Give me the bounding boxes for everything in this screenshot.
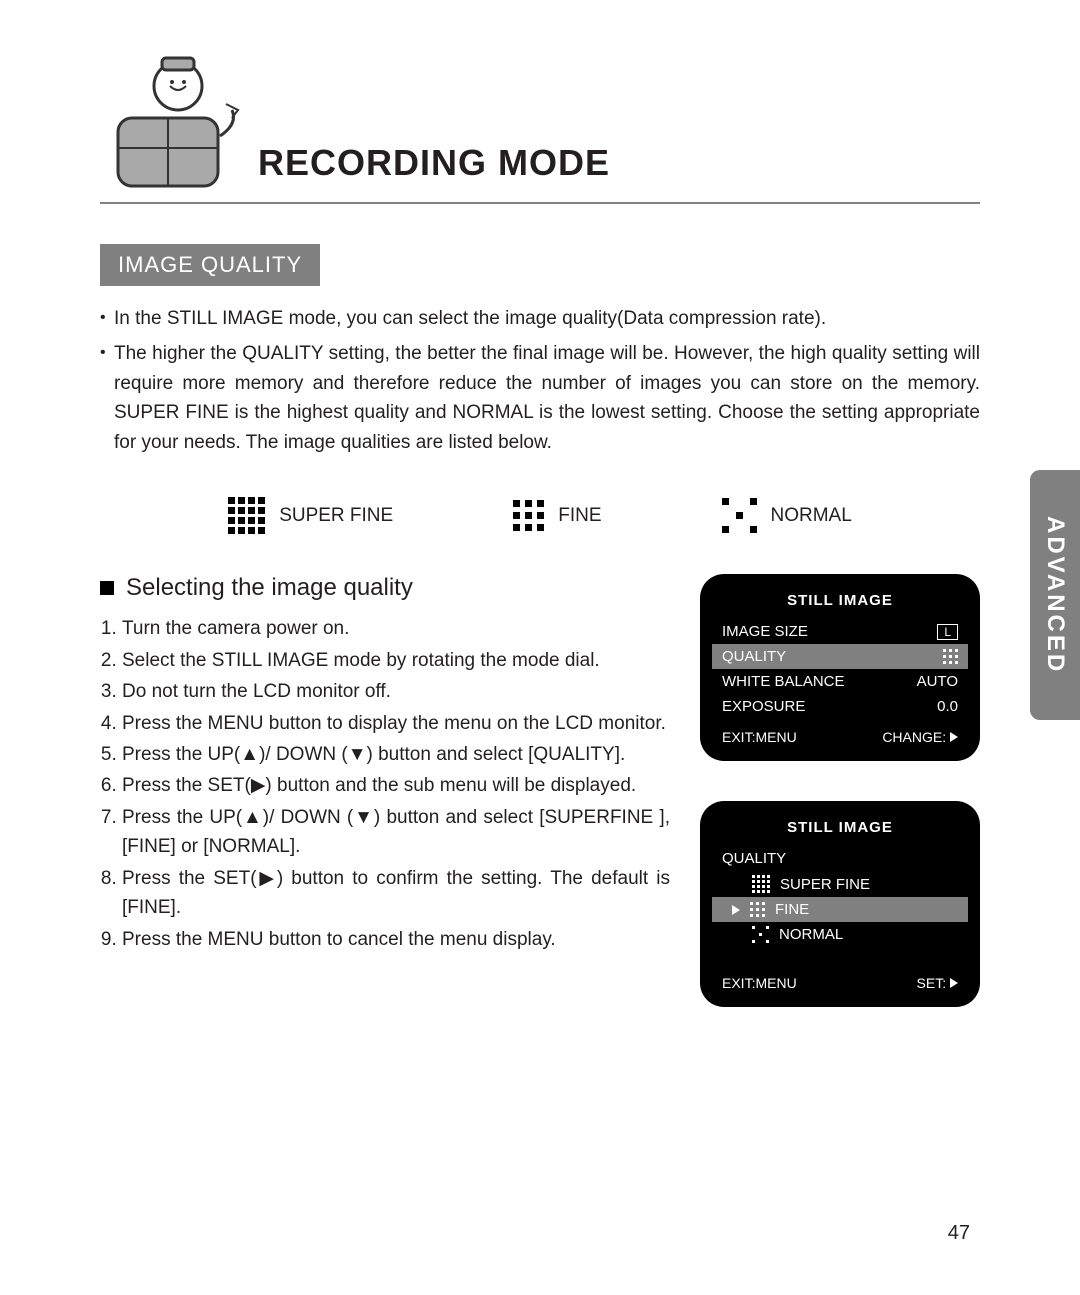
lcd-value-badge: L: [937, 624, 958, 640]
quality-option-superfine: SUPER FINE: [228, 497, 393, 534]
lcd-footer-right: CHANGE:: [882, 729, 958, 745]
mascot-icon: [100, 40, 250, 200]
quality-option-fine: FINE: [513, 497, 601, 534]
lcd-option-normal: NORMAL: [712, 922, 968, 947]
lcd-footer-left: EXIT:MENU: [722, 729, 797, 745]
right-arrow-icon: [950, 732, 958, 742]
superfine-icon: [752, 875, 770, 893]
lcd-option-label: NORMAL: [779, 926, 843, 943]
quality-option-normal: NORMAL: [722, 497, 852, 534]
fine-icon: [513, 500, 544, 531]
lcd-footer-right: SET:: [917, 975, 958, 991]
lcd-footer: EXIT:MENU SET:: [712, 965, 968, 993]
step-item: Press the UP(▲)/ DOWN (▼) button and sel…: [122, 740, 670, 769]
normal-icon: [722, 498, 757, 533]
lcd-row-image-size: IMAGE SIZE L: [712, 619, 968, 644]
lcd-title: STILL IMAGE: [712, 813, 968, 846]
quality-label: NORMAL: [771, 505, 852, 527]
intro-bullet-1: • In the STILL IMAGE mode, you can selec…: [100, 304, 980, 333]
lcd-screen-2: STILL IMAGE QUALITY SUPER FINE FINE: [700, 801, 980, 1007]
manual-page: RECORDING MODE IMAGE QUALITY • In the ST…: [0, 0, 1080, 1295]
page-title: RECORDING MODE: [258, 142, 610, 200]
lcd-value: AUTO: [917, 673, 958, 690]
page-number: 47: [948, 1222, 970, 1245]
steps-column: Selecting the image quality Turn the cam…: [100, 574, 670, 1007]
lcd-row-quality: QUALITY: [712, 644, 968, 669]
lcd-footer-left: EXIT:MENU: [722, 975, 797, 991]
intro-text-1: In the STILL IMAGE mode, you can select …: [114, 304, 980, 333]
quality-icons-row: SUPER FINE FINE NORMAL: [100, 497, 980, 534]
square-bullet-icon: [100, 581, 114, 595]
lcd-row-exposure: EXPOSURE 0.0: [712, 694, 968, 719]
lcd-sub-label: QUALITY: [712, 846, 968, 871]
fine-icon: [750, 902, 765, 917]
intro-text-2: The higher the QUALITY setting, the bett…: [114, 339, 980, 457]
side-tab: ADVANCED: [1030, 470, 1080, 720]
lcd-footer: EXIT:MENU CHANGE:: [712, 719, 968, 747]
selector-arrow-icon: [732, 905, 740, 915]
lcd-label: QUALITY: [722, 648, 786, 665]
right-arrow-icon: [950, 978, 958, 988]
step-item: Turn the camera power on.: [122, 614, 670, 643]
content-columns: Selecting the image quality Turn the cam…: [100, 574, 980, 1007]
step-item: Press the MENU button to display the men…: [122, 709, 670, 738]
step-item: Press the SET(▶) button to confirm the s…: [122, 864, 670, 923]
step-item: Press the UP(▲)/ DOWN (▼) button and sel…: [122, 803, 670, 862]
lcd-option-label: SUPER FINE: [780, 876, 870, 893]
lcd-label: IMAGE SIZE: [722, 623, 808, 640]
fine-icon: [943, 649, 958, 664]
quality-label: FINE: [558, 505, 601, 527]
steps-list: Turn the camera power on. Select the STI…: [100, 614, 670, 954]
bullet-dot-icon: •: [100, 304, 114, 333]
lcd-label: EXPOSURE: [722, 698, 805, 715]
intro-bullet-2: • The higher the QUALITY setting, the be…: [100, 339, 980, 457]
page-header: RECORDING MODE: [100, 40, 980, 204]
lcd-screens-column: STILL IMAGE IMAGE SIZE L QUALITY WHITE B…: [700, 574, 980, 1007]
subheading-text: Selecting the image quality: [126, 574, 413, 602]
normal-icon: [752, 926, 769, 943]
lcd-title: STILL IMAGE: [712, 586, 968, 619]
lcd-screen-1: STILL IMAGE IMAGE SIZE L QUALITY WHITE B…: [700, 574, 980, 761]
section-heading: IMAGE QUALITY: [100, 244, 320, 286]
side-tab-label: ADVANCED: [1041, 516, 1069, 674]
step-item: Press the SET(▶) button and the sub menu…: [122, 771, 670, 800]
lcd-option-fine: FINE: [712, 897, 968, 922]
step-item: Press the MENU button to cancel the menu…: [122, 925, 670, 954]
lcd-row-wb: WHITE BALANCE AUTO: [712, 669, 968, 694]
quality-label: SUPER FINE: [279, 505, 393, 527]
step-item: Select the STILL IMAGE mode by rotating …: [122, 646, 670, 675]
lcd-option-label: FINE: [775, 901, 809, 918]
lcd-value: 0.0: [937, 698, 958, 715]
superfine-icon: [228, 497, 265, 534]
lcd-option-superfine: SUPER FINE: [712, 871, 968, 897]
bullet-dot-icon: •: [100, 339, 114, 457]
subheading: Selecting the image quality: [100, 574, 670, 602]
step-item: Do not turn the LCD monitor off.: [122, 677, 670, 706]
lcd-label: WHITE BALANCE: [722, 673, 845, 690]
